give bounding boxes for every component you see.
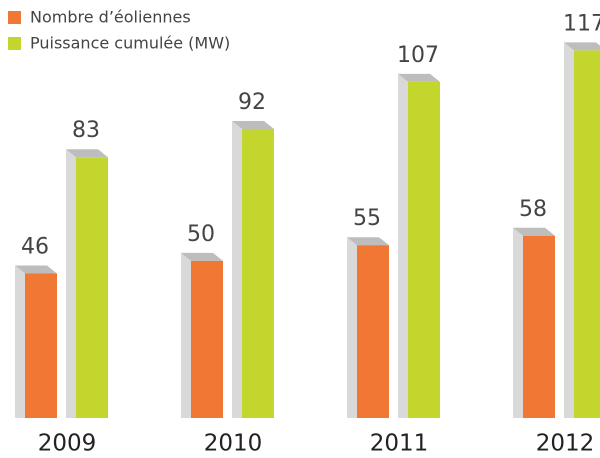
value-label: 92 [238, 90, 266, 115]
bar-top [513, 227, 555, 236]
value-label: 50 [187, 222, 215, 247]
bar-side [513, 227, 523, 418]
x-tick-label: 2011 [370, 431, 429, 457]
value-label: 107 [397, 43, 439, 68]
value-label: 83 [72, 118, 100, 143]
bar [523, 235, 555, 418]
bar-side [66, 149, 76, 418]
bar-top [347, 237, 389, 246]
x-tick-label: 2012 [536, 431, 595, 457]
bar [574, 50, 600, 419]
legend-label: Nombre d’éoliennes [30, 8, 191, 27]
bar-side [347, 237, 357, 418]
value-label: 117 [563, 11, 600, 36]
bar-top [398, 73, 440, 82]
bar [191, 260, 223, 418]
bar-side [15, 265, 25, 418]
x-tick-label: 2009 [38, 431, 97, 457]
bar-side [181, 252, 191, 418]
legend-label: Puissance cumulée (MW) [30, 34, 230, 53]
value-label: 55 [353, 206, 381, 231]
bar-top [181, 252, 223, 261]
bar [357, 245, 389, 418]
x-tick-label: 2010 [204, 431, 263, 457]
legend-swatch [8, 11, 21, 24]
bar [408, 81, 440, 418]
bar-top [15, 265, 57, 274]
legend-swatch [8, 37, 21, 50]
bar-top [232, 120, 274, 129]
value-label: 46 [21, 234, 49, 259]
bar-side [564, 42, 574, 419]
bar [25, 273, 57, 418]
bar [76, 157, 108, 418]
bar-side [232, 120, 242, 418]
bar-top [564, 42, 600, 51]
bar [242, 128, 274, 418]
bar-side [398, 73, 408, 418]
bar-top [66, 149, 108, 158]
value-label: 58 [519, 197, 547, 222]
